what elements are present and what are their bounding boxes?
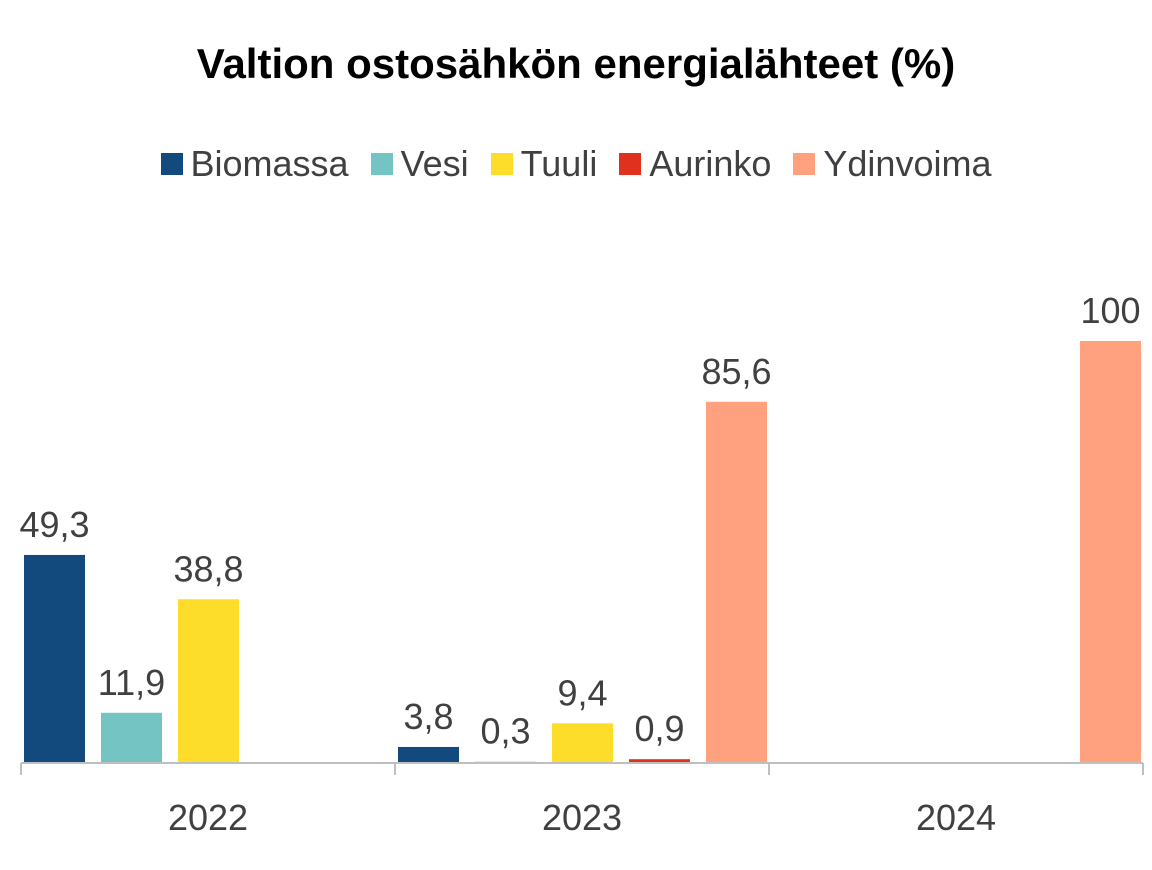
legend-label-aurinko: Aurinko	[649, 143, 772, 184]
data-label-tuuli-2023: 9,4	[557, 672, 607, 713]
bar-tuuli-2022	[178, 599, 239, 763]
bar-biomassa-2023	[398, 746, 459, 763]
legend-swatch-tuuli	[490, 153, 513, 175]
legend-label-ydinvoima: Ydinvoima	[823, 143, 992, 184]
chart-title: Valtion ostosähkön energialähteet (%)	[196, 40, 956, 87]
legend-item-ydinvoima: Ydinvoima	[793, 143, 991, 185]
data-label-vesi-2022: 11,9	[98, 662, 165, 703]
bar-ydinvoima-2023	[706, 401, 767, 763]
legend-item-aurinko: Aurinko	[619, 143, 771, 185]
bar-vesi-2022	[101, 712, 162, 763]
data-label-vesi-2023: 0,3	[480, 711, 530, 752]
legend-swatch-aurinko	[619, 153, 642, 175]
bar-biomassa-2022	[24, 554, 85, 763]
bar-aurinko-2023	[629, 759, 690, 763]
x-tick-label-2023: 2023	[542, 797, 622, 838]
legend-item-biomassa: Biomassa	[160, 143, 349, 185]
x-tick-label-2024: 2024	[916, 797, 996, 838]
x-tick-label-2022: 2022	[168, 797, 248, 838]
legend-swatch-vesi	[370, 153, 393, 175]
legend-label-biomassa: Biomassa	[190, 143, 349, 184]
legend-label-vesi: Vesi	[400, 143, 469, 184]
legend-label-tuuli: Tuuli	[520, 143, 598, 184]
legend: Biomassa Vesi Tuuli Aurinko Ydinvoima	[0, 143, 1152, 185]
data-label-biomassa-2022: 49,3	[19, 504, 89, 545]
data-label-ydinvoima-2024: 100	[1080, 290, 1140, 331]
bar-ydinvoima-2024	[1080, 341, 1141, 763]
data-label-ydinvoima-2023: 85,6	[701, 351, 771, 392]
legend-item-vesi: Vesi	[370, 143, 469, 185]
bar-tuuli-2023	[552, 723, 613, 763]
legend-swatch-biomassa	[160, 153, 183, 175]
legend-swatch-ydinvoima	[793, 153, 816, 175]
legend-item-tuuli: Tuuli	[490, 143, 598, 185]
data-label-tuuli-2022: 38,8	[173, 548, 243, 589]
data-label-biomassa-2023: 3,8	[403, 696, 453, 737]
data-label-aurinko-2023: 0,9	[634, 708, 684, 749]
